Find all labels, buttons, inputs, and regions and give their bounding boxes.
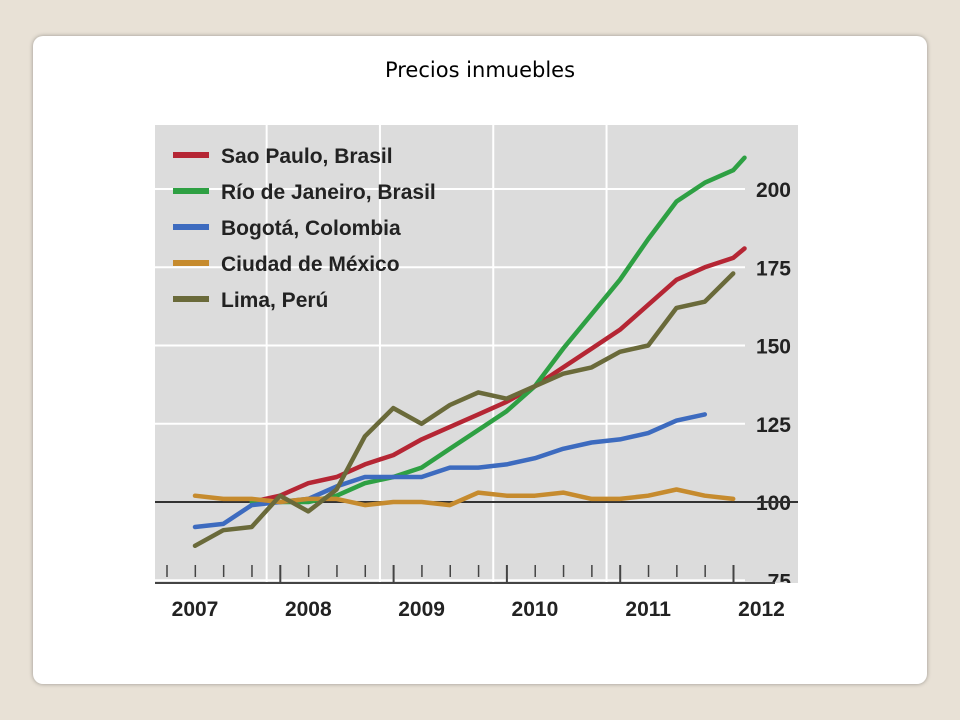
slide-title: Precios inmuebles [384,58,576,82]
legend-label: Sao Paulo, Brasil [221,145,393,168]
legend-label: Lima, Perú [221,289,328,312]
y-tick-label: 125 [756,414,791,437]
y-tick-label: 200 [756,179,791,202]
x-tick-label: 2009 [398,598,445,621]
x-tick-label: 2012 [738,598,785,621]
series-line [249,246,747,505]
x-tick-label: 2007 [172,598,219,621]
series-line [249,155,747,505]
legend-label: Ciudad de México [221,253,400,276]
x-axis-band [155,583,798,622]
x-tick-label: 2008 [285,598,332,621]
y-tick-label: 175 [756,257,791,280]
y-tick-label: 150 [756,336,791,359]
plot-background [155,125,798,583]
chart: 75 100 125 150 175 200 2007 2008 2009 2010 2011 201… [155,125,801,622]
x-tick-label: 2010 [512,598,559,621]
y-tick-label: 100 [756,492,791,515]
x-tick-label: 2011 [625,598,671,621]
slide: Precios inmuebles 75 100 125 150 175 200 2007 2… [33,36,927,684]
series-line [192,271,736,549]
legend-label: Río de Janeiro, Brasil [221,181,436,204]
legend-label: Bogotá, Colombia [221,217,401,240]
series-line [192,487,736,508]
